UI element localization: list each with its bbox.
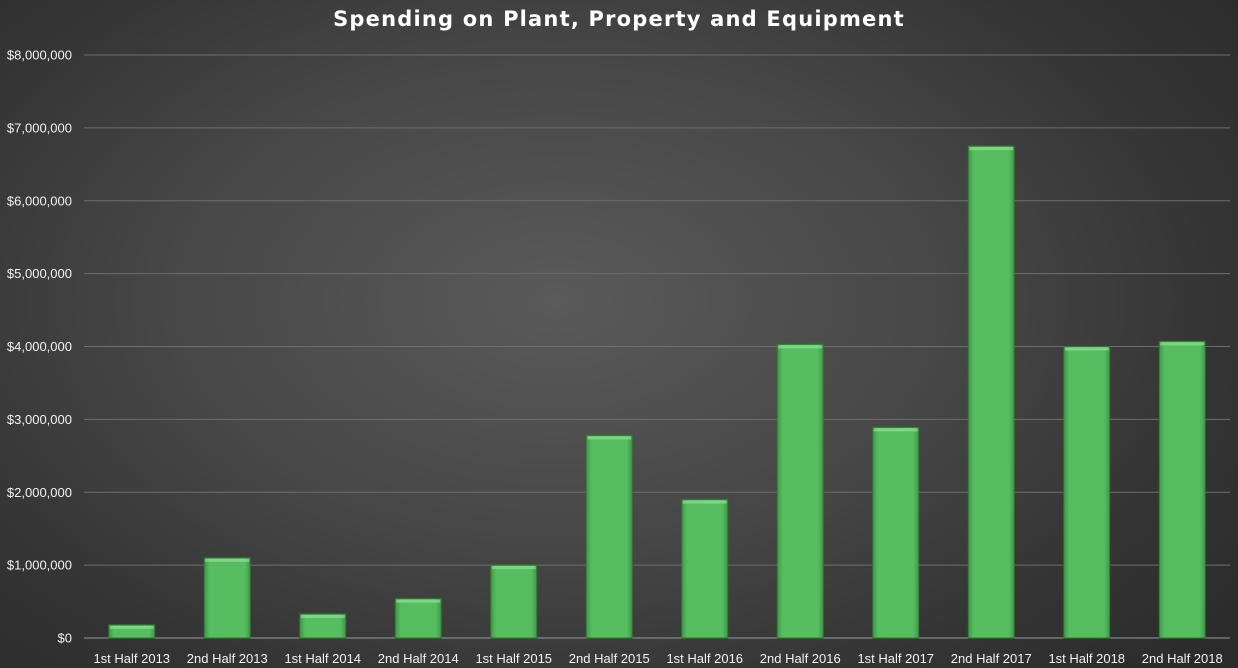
y-tick-label: $7,000,000 bbox=[7, 120, 72, 135]
bar-highlight bbox=[491, 566, 536, 570]
bar bbox=[776, 343, 824, 639]
x-tick-label: 1st Half 2017 bbox=[857, 651, 934, 666]
y-tick-label: $8,000,000 bbox=[7, 48, 72, 63]
y-tick-label: $5,000,000 bbox=[7, 266, 72, 281]
bar bbox=[394, 598, 442, 639]
bar-highlight bbox=[682, 500, 727, 504]
y-tick-label: $6,000,000 bbox=[7, 193, 72, 208]
bar bbox=[1063, 346, 1111, 639]
bar bbox=[203, 557, 251, 639]
x-tick-label: 2nd Half 2017 bbox=[951, 651, 1032, 666]
chart-title: Spending on Plant, Property and Equipmen… bbox=[333, 7, 905, 31]
bar bbox=[872, 426, 920, 639]
x-tick-label: 2nd Half 2016 bbox=[760, 651, 841, 666]
bar-highlight bbox=[969, 147, 1014, 151]
y-tick-label: $0 bbox=[58, 631, 72, 646]
x-axis-tick-labels: 1st Half 2013 2nd Half 2013 1st Half 2014 2… bbox=[93, 651, 1222, 666]
y-axis-tick-labels: $0 $1,000,000 $2,000,000 $3,000,000 $4,000,0… bbox=[7, 48, 72, 646]
x-tick-label: 2nd Half 2015 bbox=[569, 651, 650, 666]
gridlines bbox=[84, 54, 1230, 639]
bar-highlight bbox=[1064, 347, 1109, 351]
y-tick-label: $3,000,000 bbox=[7, 412, 72, 427]
bar-highlight bbox=[109, 625, 154, 629]
bar-highlight bbox=[1160, 342, 1205, 346]
bar-highlight bbox=[300, 614, 345, 618]
x-tick-label: 1st Half 2014 bbox=[284, 651, 361, 666]
x-tick-label: 2nd Half 2018 bbox=[1142, 651, 1223, 666]
bar-highlight bbox=[778, 345, 823, 349]
y-tick-label: $4,000,000 bbox=[7, 339, 72, 354]
x-tick-label: 1st Half 2018 bbox=[1048, 651, 1125, 666]
bar bbox=[299, 613, 347, 639]
bar bbox=[681, 499, 729, 639]
bar bbox=[585, 434, 633, 639]
bar-highlight bbox=[396, 599, 441, 603]
bar-highlight bbox=[587, 436, 632, 440]
bar bbox=[967, 145, 1015, 639]
x-tick-label: 2nd Half 2014 bbox=[378, 651, 459, 666]
x-tick-label: 1st Half 2013 bbox=[93, 651, 170, 666]
x-tick-label: 2nd Half 2013 bbox=[187, 651, 268, 666]
x-tick-label: 1st Half 2015 bbox=[475, 651, 552, 666]
bar bbox=[490, 564, 538, 639]
bar-highlight bbox=[205, 558, 250, 562]
bar-highlight bbox=[873, 428, 918, 432]
y-tick-label: $1,000,000 bbox=[7, 558, 72, 573]
bar bbox=[1158, 340, 1206, 639]
x-tick-label: 1st Half 2016 bbox=[666, 651, 743, 666]
y-tick-label: $2,000,000 bbox=[7, 485, 72, 500]
bars bbox=[108, 145, 1206, 639]
